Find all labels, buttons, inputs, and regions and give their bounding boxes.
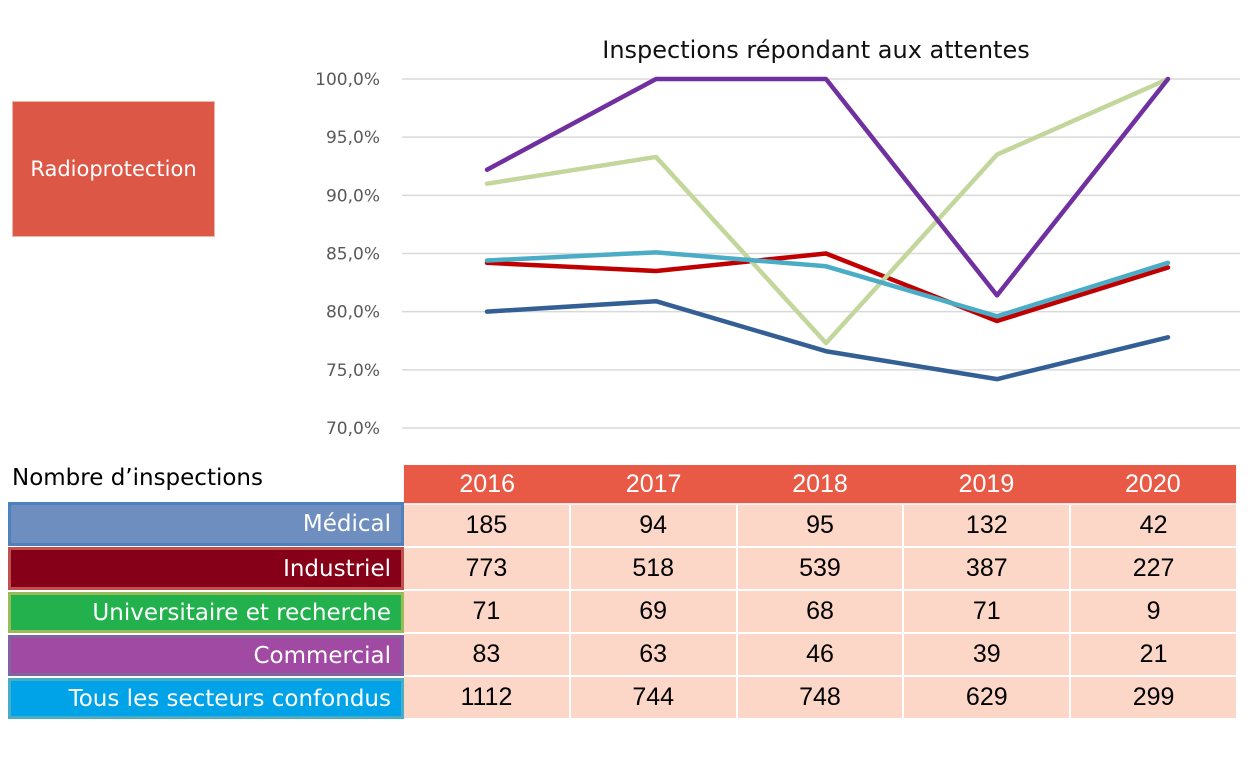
- table-cell: 1112: [404, 677, 571, 718]
- table-header-row: 2016 2017 2018 2019 2020: [404, 465, 1236, 503]
- row-label-text: Industriel: [283, 555, 391, 582]
- y-tick-label: 70,0%: [326, 419, 380, 439]
- table-cell: 95: [737, 505, 905, 546]
- table-row: 185 94 95 132 42: [404, 505, 1236, 546]
- table-cell: 71: [404, 591, 571, 632]
- y-tick-label: 100,0%: [315, 70, 380, 90]
- row-label-text: Tous les secteurs confondus: [68, 685, 391, 712]
- row-label-text: Médical: [302, 511, 391, 537]
- row-label-universitaire: Universitaire et recherche: [8, 592, 404, 633]
- table-row: 71 69 68 71 9: [404, 591, 1236, 632]
- table-cell: 94: [570, 505, 738, 546]
- y-tick-label: 90,0%: [326, 186, 380, 206]
- header-cell-year: 2018: [792, 469, 848, 498]
- table-cell: 39: [904, 634, 1072, 675]
- header-cell-year: 2017: [625, 469, 682, 498]
- radioprotection-badge: Radioprotection: [12, 101, 215, 237]
- table-cell: 63: [570, 634, 738, 675]
- y-tick-label: 75,0%: [326, 361, 380, 381]
- row-label-text: Universitaire et recherche: [92, 599, 391, 626]
- table-cell: 299: [1071, 677, 1236, 718]
- row-label-commercial: Commercial: [8, 635, 404, 676]
- table-cell: 748: [737, 677, 905, 718]
- table-cell: 21: [1071, 634, 1236, 675]
- table-cell: 9: [1071, 591, 1236, 632]
- table-cell: 132: [904, 505, 1072, 546]
- series-line-commercial: [484, 76, 1171, 298]
- table-cell: 185: [404, 505, 571, 546]
- table-row: 1112 744 748 629 299: [404, 677, 1236, 718]
- table-cell: 46: [737, 634, 905, 675]
- table-cell: 387: [904, 548, 1072, 589]
- chart-title: Inspections répondant aux attentes: [602, 36, 1029, 64]
- table-cell: 518: [570, 548, 738, 589]
- header-cell-year: 2019: [958, 469, 1015, 498]
- table-cell: 539: [737, 548, 905, 589]
- row-label-text: Commercial: [253, 642, 391, 669]
- table-cell: 773: [404, 548, 571, 589]
- table-cell: 629: [904, 677, 1072, 718]
- table-row: 773 518 539 387 227: [404, 548, 1236, 589]
- table-cell: 71: [904, 591, 1072, 632]
- series-line-m-dical: [484, 298, 1171, 382]
- row-label-tous-secteurs: Tous les secteurs confondus: [8, 678, 404, 719]
- series-line-industriel: [484, 251, 1171, 324]
- y-tick-label: 85,0%: [326, 245, 380, 265]
- inspections-table: 2016 2017 2018 2019 2020 185 94 95 132 4…: [404, 465, 1236, 718]
- table-cell: 227: [1071, 548, 1236, 589]
- series-line-tous-les-secteurs-confondus: [484, 250, 1171, 319]
- table-row: 83 63 46 39 21: [404, 634, 1236, 675]
- header-cell-year: 2016: [459, 469, 516, 498]
- row-label-industriel: Industriel: [8, 547, 404, 590]
- table-cell: 69: [570, 591, 738, 632]
- row-label-medical: Médical: [8, 502, 404, 546]
- series-line-universitaire-et-recherche: [484, 76, 1171, 346]
- table-cell: 744: [570, 677, 738, 718]
- table-cell: 83: [404, 634, 571, 675]
- line-chart: Inspections répondant aux attentes 70,0%…: [315, 36, 1240, 439]
- y-tick-label: 95,0%: [326, 128, 380, 148]
- table-caption: Nombre d’inspections: [12, 465, 263, 491]
- badge-label: Radioprotection: [30, 157, 197, 181]
- table-cell: 42: [1071, 505, 1236, 546]
- y-axis-ticks: 70,0% 75,0% 80,0% 85,0% 90,0% 95,0% 100,0%: [315, 70, 380, 439]
- series-lines: [484, 76, 1171, 382]
- table-cell: 68: [737, 591, 905, 632]
- y-tick-label: 80,0%: [326, 303, 380, 323]
- header-cell-year: 2020: [1125, 469, 1181, 498]
